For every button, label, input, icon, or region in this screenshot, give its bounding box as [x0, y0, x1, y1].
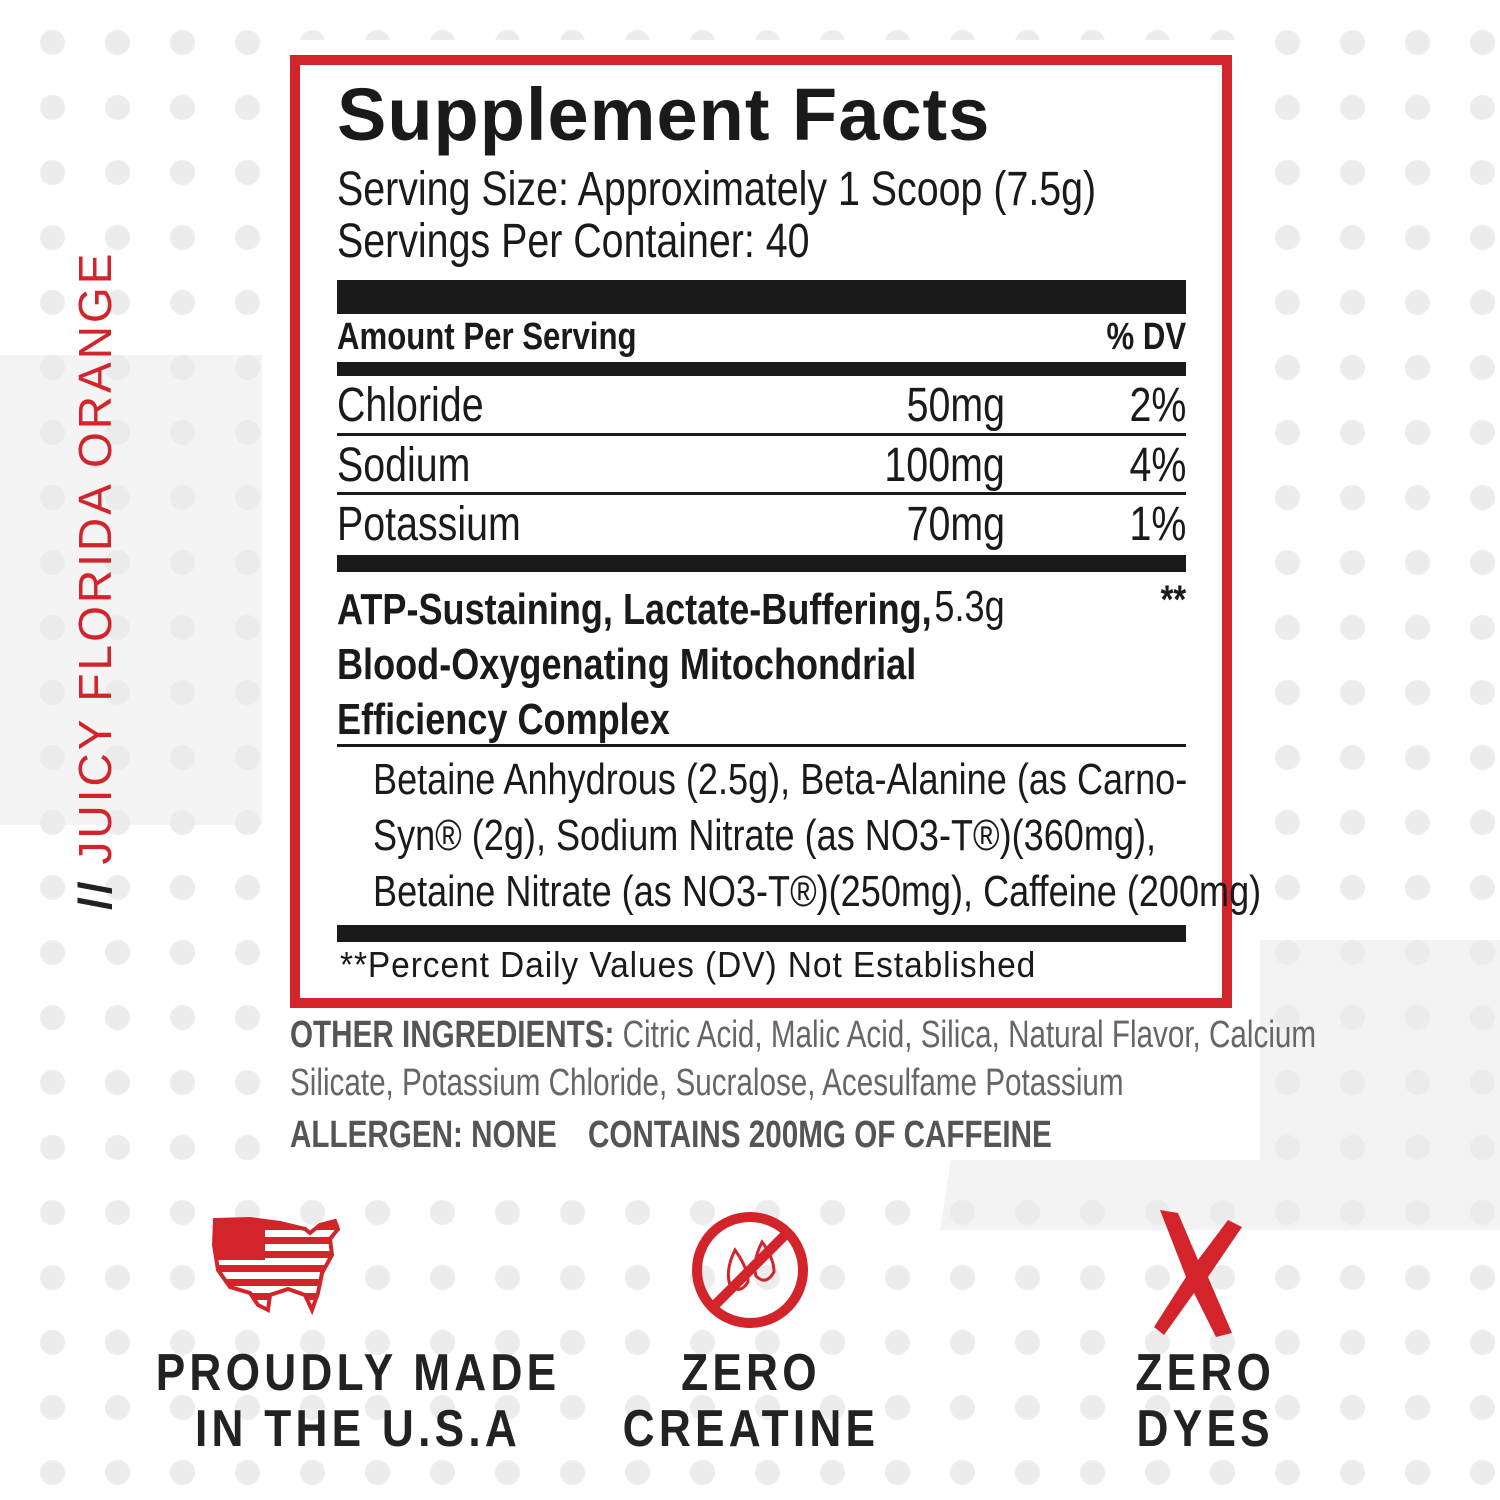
nutrient-dv: 1% — [1129, 498, 1186, 551]
allergen-text: ALLERGEN: NONE — [290, 1114, 557, 1156]
badge-line: ZERO — [681, 1344, 821, 1402]
divider-bar — [337, 555, 1186, 572]
nutrient-name: Potassium — [337, 498, 521, 551]
flavor-label: // JUICY FLORIDA ORANGE — [68, 251, 122, 910]
flavor-text: JUICY FLORIDA ORANGE — [69, 250, 121, 865]
slashes: // — [69, 878, 121, 910]
no-creatine-icon — [692, 1212, 808, 1328]
badge-line: IN THE U.S.A — [195, 1400, 522, 1458]
badge-zero-creatine: ZERO CREATINE — [600, 1345, 900, 1457]
facts-title: Supplement Facts — [337, 73, 991, 156]
badge-zero-dyes: ZERO DYES — [1100, 1345, 1310, 1457]
other-ingredients-label: OTHER INGREDIENTS: — [290, 1014, 615, 1056]
badge-line: PROUDLY MADE — [155, 1344, 561, 1402]
badge-line: ZERO — [1135, 1344, 1275, 1402]
caffeine-text: CONTAINS 200MG OF CAFFEINE — [587, 1114, 1052, 1156]
complex-amount: 5.3g — [934, 582, 1005, 631]
ingredient-line: Syn® (2g), Sodium Nitrate (as NO3-T®)(36… — [373, 811, 1156, 860]
complex-name-line: ATP-Sustaining, Lactate-Buffering, — [337, 585, 932, 634]
complex-ingredients: Betaine Anhydrous (2.5g), Beta-Alanine (… — [373, 752, 1456, 920]
nutrient-amount: 100mg — [884, 439, 1005, 492]
row-divider — [337, 492, 1186, 495]
divider-bar — [337, 925, 1186, 942]
badge-line: CREATINE — [622, 1400, 880, 1458]
other-ingredients-text: Citric Acid, Malic Acid, Silica, Natural… — [614, 1014, 1317, 1056]
nutrient-name: Sodium — [337, 439, 471, 492]
nutrient-amount: 70mg — [906, 498, 1005, 551]
row-divider — [337, 744, 1186, 747]
divider-bar — [337, 280, 1186, 314]
complex-dv: ** — [1160, 578, 1186, 622]
supplement-facts-box — [290, 55, 1232, 1008]
other-ingredients-text: Silicate, Potassium Chloride, Sucralose,… — [290, 1062, 1124, 1104]
background-band — [0, 355, 262, 825]
badge-line: DYES — [1136, 1400, 1274, 1458]
divider-bar — [337, 362, 1186, 376]
nutrient-dv: 4% — [1129, 439, 1186, 492]
amount-header: Amount Per Serving — [337, 316, 637, 358]
nutrient-dv: 2% — [1129, 379, 1186, 432]
serving-size: Serving Size: Approximately 1 Scoop (7.5… — [337, 163, 1097, 216]
ingredient-line: Betaine Anhydrous (2.5g), Beta-Alanine (… — [373, 755, 1188, 804]
red-x-icon — [1154, 1210, 1242, 1337]
footnote: **Percent Daily Values (DV) Not Establis… — [340, 944, 1037, 985]
badge-made-in-usa: PROUDLY MADE IN THE U.S.A — [120, 1345, 556, 1457]
servings-per-container: Servings Per Container: 40 — [337, 215, 810, 268]
ingredient-line: Betaine Nitrate (as NO3-T®)(250mg), Caff… — [373, 867, 1262, 916]
nutrient-name: Chloride — [337, 379, 484, 432]
row-divider — [337, 433, 1186, 436]
complex-name-line: Efficiency Complex — [337, 695, 670, 744]
dv-header: % DV — [1106, 316, 1186, 358]
nutrient-amount: 50mg — [906, 379, 1005, 432]
complex-name-line: Blood-Oxygenating Mitochondrial — [337, 640, 917, 689]
usa-flag-map-icon — [211, 1216, 341, 1315]
